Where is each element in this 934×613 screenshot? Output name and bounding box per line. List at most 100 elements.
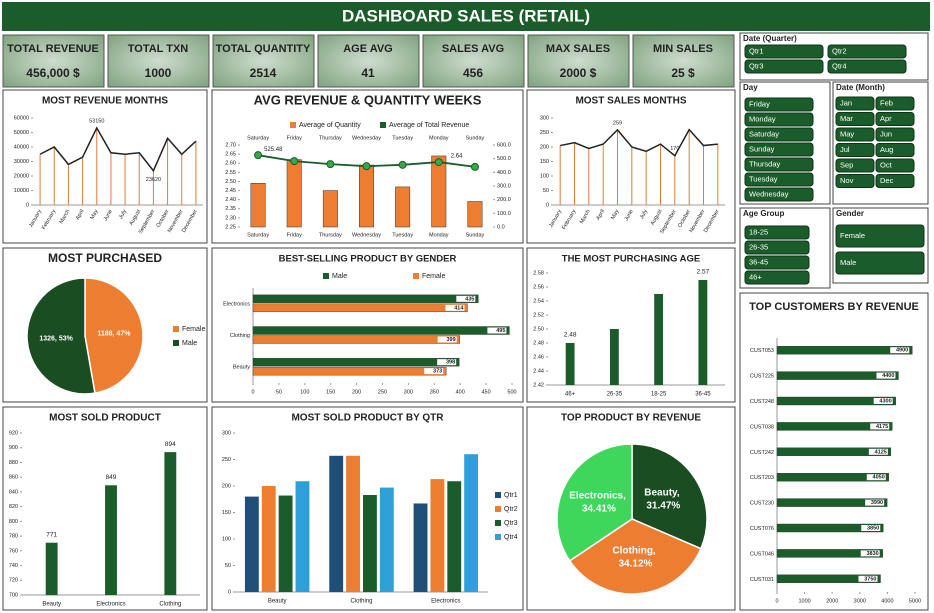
x-tick-label: 0 xyxy=(775,598,778,604)
y-tick-label: 2.48 xyxy=(533,340,544,346)
slicer-item-label[interactable]: Oct xyxy=(880,160,893,169)
data-label: 4400 xyxy=(882,373,894,379)
y-tick-label: CUST046 xyxy=(750,551,774,557)
x-tick-label: 18-25 xyxy=(651,392,667,398)
kpi-card xyxy=(107,34,210,88)
slicer-item[interactable] xyxy=(744,142,814,157)
slicer-item-label[interactable]: 46+ xyxy=(749,272,762,281)
bar xyxy=(363,495,377,592)
slicer-item[interactable] xyxy=(835,158,875,173)
x-tick-label-top: Friday xyxy=(287,135,303,141)
slicer-item[interactable] xyxy=(875,158,915,173)
slicer-item-label[interactable]: Apr xyxy=(880,114,892,123)
slicer-item-label[interactable]: Feb xyxy=(880,98,893,107)
slicer-item-label[interactable]: 18-25 xyxy=(749,227,768,236)
slicer-item-label[interactable]: Qtr1 xyxy=(749,46,764,55)
slicer-item-label[interactable]: Jun xyxy=(880,129,892,138)
slicer-item-label[interactable]: Wednesday xyxy=(749,189,789,198)
chart-title: AVG REVENUE & QUANTITY WEEKS xyxy=(254,92,482,107)
slicer-item-label[interactable]: Jul xyxy=(840,145,850,154)
slicer-item-label[interactable]: Dec xyxy=(880,176,894,185)
slicer-item[interactable] xyxy=(835,251,925,275)
slicer-item[interactable] xyxy=(744,255,810,270)
bar xyxy=(413,503,428,592)
slicer-item[interactable] xyxy=(875,112,915,126)
slicer-item-label[interactable]: 36-45 xyxy=(749,257,768,266)
legend-label: Female xyxy=(182,326,205,333)
bar xyxy=(252,335,460,344)
slicer-item-label[interactable]: Qtr3 xyxy=(749,61,764,70)
y-tick-label: 500.0 xyxy=(497,156,511,162)
slicer-item-label[interactable]: Aug xyxy=(880,145,893,154)
y-tick-label: 100.0 xyxy=(497,211,511,217)
label-line: 34.41% xyxy=(582,503,616,514)
slicer-item[interactable] xyxy=(835,174,875,188)
slicer-item[interactable] xyxy=(744,112,814,127)
slicer-item-label[interactable]: Friday xyxy=(749,99,770,108)
line-marker xyxy=(362,162,371,171)
y-tick-label: 2.56 xyxy=(533,284,544,290)
data-label: 53150 xyxy=(89,118,104,124)
slicer-item-label[interactable]: May xyxy=(840,129,854,138)
slicer-item-label[interactable]: Jan xyxy=(840,98,852,107)
y-tick-label: 2.25 xyxy=(225,224,236,230)
bar xyxy=(776,574,881,583)
slicer-item-label[interactable]: Monday xyxy=(749,114,776,123)
kpi-label: SALES AVG xyxy=(442,43,504,55)
slicer-title: Date (Month) xyxy=(836,83,885,92)
slicer-item[interactable] xyxy=(744,225,810,240)
slicer-item[interactable] xyxy=(744,187,814,202)
pie-slice xyxy=(556,443,633,562)
slicer-item[interactable] xyxy=(835,112,875,126)
slicer-item-label[interactable]: 26-35 xyxy=(749,242,768,251)
y-tick-label: 2.60 xyxy=(225,161,236,167)
slicer-item-label[interactable]: Mar xyxy=(840,114,853,123)
slicer-item[interactable] xyxy=(744,44,824,59)
data-label: 4050 xyxy=(873,475,885,481)
data-label: 259 xyxy=(613,120,622,126)
y-tick-label: CUST203 xyxy=(750,475,774,481)
slicer-item[interactable] xyxy=(875,174,915,188)
slicer-item[interactable] xyxy=(744,97,814,112)
slicer-item-label[interactable]: Female xyxy=(840,231,865,240)
slicer-item[interactable] xyxy=(875,96,915,111)
slicer-item[interactable] xyxy=(744,270,810,285)
slicer-item[interactable] xyxy=(835,96,875,111)
data-label: 849 xyxy=(106,474,117,481)
kpi-label: TOTAL REVENUE xyxy=(7,43,99,55)
line-marker xyxy=(434,158,443,167)
slicer-item-label[interactable]: Thursday xyxy=(749,159,781,168)
slicer-item[interactable] xyxy=(744,59,824,74)
slicer-item[interactable] xyxy=(827,44,907,59)
slicer-item[interactable] xyxy=(875,143,915,157)
slicer-item-label[interactable]: Male xyxy=(840,258,856,267)
slicer-item-label[interactable]: Tuesday xyxy=(749,174,778,183)
slicer-item[interactable] xyxy=(835,143,875,157)
slicer-item-label[interactable]: Qtr2 xyxy=(832,46,847,55)
legend-swatch xyxy=(173,326,179,332)
slicer-item[interactable] xyxy=(744,127,814,142)
slicer-item[interactable] xyxy=(744,240,810,255)
kpi-value: 2514 xyxy=(250,66,277,80)
x-tick-label: May xyxy=(89,209,100,221)
y-tick-label: CUST248 xyxy=(750,399,774,405)
slicer-item-label[interactable]: Sep xyxy=(840,160,853,169)
slicer-item-label[interactable]: Saturday xyxy=(749,129,779,138)
y-tick-label: 2.40 xyxy=(225,197,236,203)
slicer-item-label[interactable]: Qtr4 xyxy=(832,61,847,70)
y-tick-label: 880 xyxy=(9,460,18,466)
slicer-item[interactable] xyxy=(835,224,925,248)
bar xyxy=(776,523,884,533)
slicer-item-label[interactable]: Sunday xyxy=(749,144,775,153)
slicer-item[interactable] xyxy=(744,157,814,172)
slicer-item[interactable] xyxy=(744,172,814,187)
data-label: 4125 xyxy=(875,449,887,455)
slicer-item[interactable] xyxy=(835,127,875,142)
x-tick-label: 0 xyxy=(251,389,254,395)
slicer-item-label[interactable]: Nov xyxy=(840,176,854,185)
slicer-item[interactable] xyxy=(875,127,915,142)
legend-label: Average of Quantity xyxy=(299,122,361,129)
slicer-item[interactable] xyxy=(827,59,907,74)
x-tick-label: Tuesday xyxy=(392,232,413,238)
x-tick-label: April xyxy=(75,209,86,222)
